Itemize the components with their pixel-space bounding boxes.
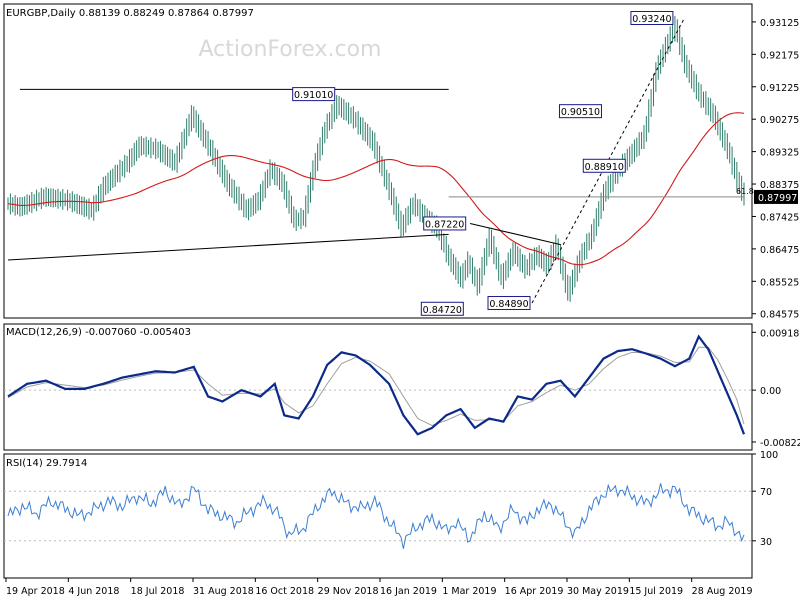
macd-signal-line (7, 346, 745, 426)
price-tick-label: 0.86475 (760, 245, 799, 256)
macd-title: MACD(12,26,9) -0.007060 -0.005403 (6, 327, 191, 338)
rsi-panel: 100 70 30 (4, 450, 778, 549)
x-tick-label: 19 Apr 2018 (6, 586, 65, 597)
level-label: 0.91010 (294, 90, 333, 101)
symbol-header: EURGBP,Daily 0.88139 0.88249 0.87864 0.8… (6, 8, 254, 19)
x-tick-label: 18 Jul 2018 (131, 586, 185, 597)
x-tick-label: 15 Jul 2019 (629, 586, 683, 597)
panel-frame-price (3, 3, 753, 319)
x-tick-label: 16 Jan 2019 (380, 586, 437, 597)
x-axis: 19 Apr 2018 4 Jun 2018 18 Jul 2018 31 Aug 2… (5, 578, 753, 597)
current-price-tag (754, 189, 798, 204)
watermark: ActionForex.com (199, 37, 382, 62)
price-tick-label: 0.90275 (760, 115, 799, 126)
level-label: 0.88910 (585, 162, 624, 173)
x-tick-label: 31 Aug 2018 (193, 586, 254, 597)
rsi-title: RSI(14) 29.7914 (6, 458, 87, 469)
x-tick-label: 16 Apr 2019 (505, 586, 564, 597)
rsi-line (7, 483, 745, 549)
fib-label: 61.8 (736, 187, 754, 196)
macd-tick-label: 0.00 (760, 386, 781, 397)
panel-frame-macd (3, 323, 753, 451)
price-panel: 0.93125 0.92175 0.91225 0.90275 0.89325 0.883… (7, 10, 799, 321)
x-tick-label: 1 Mar 2019 (442, 586, 496, 597)
trendline (7, 233, 449, 261)
level-label-box (420, 301, 464, 316)
moving-average-line (7, 112, 745, 266)
level-label-box (487, 295, 531, 310)
level-label-box (292, 87, 336, 102)
level-label: 0.90510 (561, 107, 600, 118)
level-label-box (582, 158, 626, 173)
panel-frames (3, 3, 753, 579)
level-label-box (423, 216, 467, 231)
trendline (469, 222, 561, 246)
price-tick-label: 0.87425 (760, 212, 799, 223)
price-tick-label: 0.92175 (760, 50, 799, 61)
x-tick-label: 30 May 2019 (567, 586, 629, 597)
x-tick-label: 28 Aug 2019 (692, 586, 753, 597)
price-tick-label: 0.85525 (760, 277, 799, 288)
price-tick-label: 0.93125 (760, 18, 799, 29)
price-tick-label: 0.89325 (760, 148, 799, 159)
price-tick-label: 0.84575 (760, 310, 799, 321)
macd-tick-label: -0.008225 (760, 438, 800, 449)
rsi-tick-label: 70 (760, 487, 772, 498)
price-tick-label: 0.91225 (760, 83, 799, 94)
macd-tick-label: 0.009181 (760, 328, 800, 339)
level-label-box (558, 104, 602, 119)
rsi-tick-label: 100 (760, 450, 778, 461)
level-label: 0.84890 (489, 299, 528, 310)
macd-line (7, 334, 746, 436)
price-tick-label: 0.88375 (760, 180, 799, 191)
level-label-box (630, 10, 674, 25)
x-tick-label: 4 Jun 2018 (68, 586, 119, 597)
rsi-tick-label: 30 (760, 537, 772, 548)
panel-frame-rsi (3, 453, 753, 579)
macd-panel: 0.009181 0.00 -0.008225 (4, 328, 800, 449)
level-label: 0.84720 (423, 305, 462, 316)
level-label: 0.93240 (632, 14, 671, 25)
x-tick-label: 16 Oct 2018 (255, 586, 314, 597)
level-label: 0.87220 (425, 219, 464, 230)
x-tick-label: 29 Nov 2018 (318, 586, 379, 597)
current-price-label: 0.87997 (758, 193, 797, 204)
